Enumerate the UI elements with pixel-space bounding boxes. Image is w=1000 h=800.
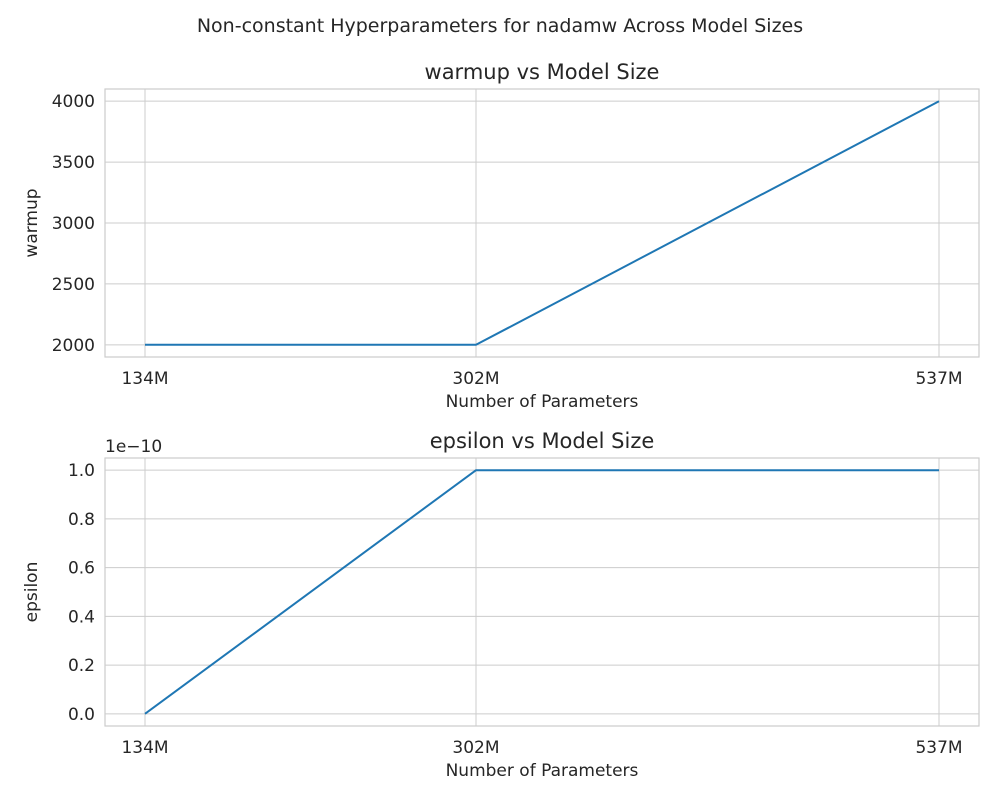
subplot-title: warmup vs Model Size <box>425 60 660 84</box>
y-offset-text: 1e−10 <box>105 437 162 457</box>
x-tick-label: 134M <box>121 738 168 758</box>
subplot-1: 2000 2500 3000 3500 4000 134M 302M 537M warmup v… <box>22 60 980 412</box>
x-axis-label: Number of Parameters <box>446 392 639 412</box>
y-tick-label: 2500 <box>52 275 95 295</box>
y-tick-label: 0.6 <box>68 559 95 579</box>
y-tick-label: 0.0 <box>68 705 95 725</box>
figure-title: Non-constant Hyperparameters for nadamw … <box>197 15 803 37</box>
series-line-1 <box>144 469 939 715</box>
plot-frame <box>104 88 980 358</box>
series-line-1 <box>145 100 940 346</box>
plot-frame <box>104 457 980 727</box>
y-tick-label: 3000 <box>52 214 95 234</box>
x-tick-label: 537M <box>915 738 962 758</box>
x-tick-label: 134M <box>121 369 168 389</box>
y-tick-label: 3500 <box>52 153 95 173</box>
y-tick-label: 1.0 <box>68 461 95 481</box>
y-tick-label: 0.8 <box>68 510 95 530</box>
x-axis-label: Number of Parameters <box>446 761 639 781</box>
x-tick-label: 302M <box>452 369 499 389</box>
subplot-title: epsilon vs Model Size <box>430 429 655 453</box>
y-axis-label: warmup <box>22 188 42 257</box>
subplot-2: 0.0 0.2 0.4 0.6 0.8 1.0 134M 302M 537M epsilon vs… <box>22 429 980 781</box>
y-tick-label: 0.2 <box>68 656 95 676</box>
x-tick-label: 537M <box>915 369 962 389</box>
y-tick-label: 2000 <box>52 336 95 356</box>
y-tick-label: 4000 <box>52 92 95 112</box>
x-tick-label: 302M <box>452 738 499 758</box>
y-axis-label: epsilon <box>22 562 42 623</box>
y-tick-label: 0.4 <box>68 607 95 627</box>
